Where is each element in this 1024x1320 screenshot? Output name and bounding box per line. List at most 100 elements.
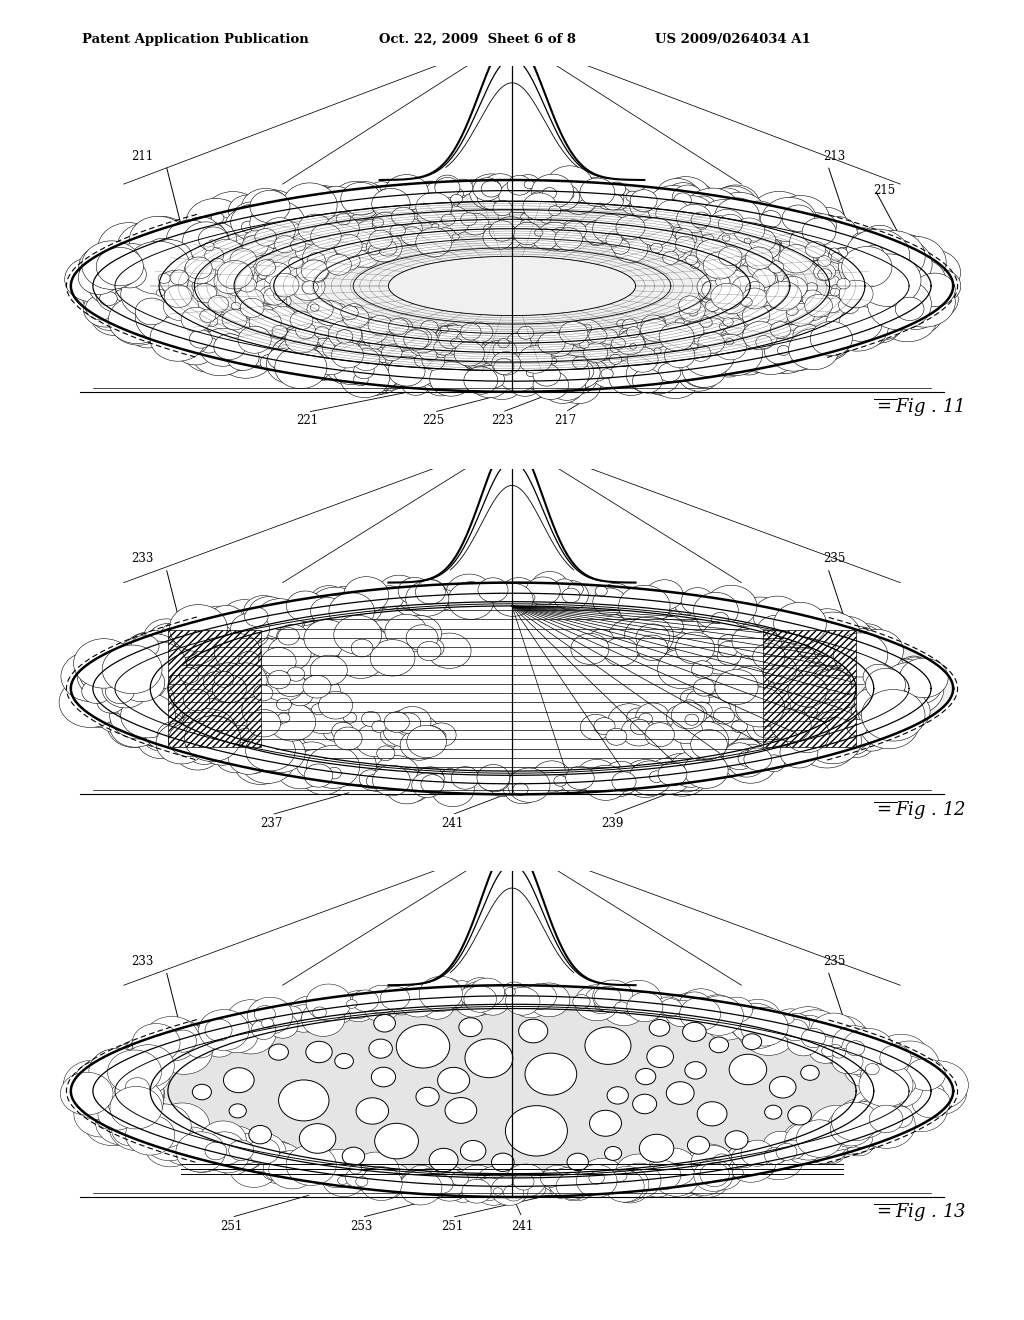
Circle shape bbox=[267, 1014, 298, 1039]
Circle shape bbox=[880, 1045, 911, 1071]
Circle shape bbox=[96, 265, 140, 301]
Circle shape bbox=[852, 256, 912, 305]
Circle shape bbox=[732, 260, 740, 265]
Circle shape bbox=[396, 1024, 450, 1068]
Circle shape bbox=[766, 281, 802, 310]
Circle shape bbox=[730, 738, 762, 764]
Circle shape bbox=[102, 645, 162, 694]
Circle shape bbox=[681, 635, 705, 653]
Circle shape bbox=[761, 331, 812, 374]
Circle shape bbox=[390, 372, 399, 380]
Circle shape bbox=[385, 614, 427, 648]
Circle shape bbox=[209, 606, 244, 634]
Circle shape bbox=[735, 597, 785, 638]
Circle shape bbox=[518, 326, 534, 339]
Circle shape bbox=[128, 711, 143, 723]
Circle shape bbox=[585, 987, 617, 1014]
Circle shape bbox=[316, 350, 334, 364]
Circle shape bbox=[671, 195, 714, 231]
Circle shape bbox=[157, 721, 194, 751]
Circle shape bbox=[379, 351, 423, 385]
Circle shape bbox=[309, 358, 335, 379]
Circle shape bbox=[740, 289, 773, 315]
Circle shape bbox=[272, 325, 287, 338]
Circle shape bbox=[653, 325, 668, 335]
Circle shape bbox=[188, 317, 246, 364]
Circle shape bbox=[471, 991, 480, 999]
Circle shape bbox=[503, 982, 525, 1001]
Circle shape bbox=[372, 189, 411, 219]
Circle shape bbox=[722, 997, 753, 1023]
Circle shape bbox=[584, 343, 608, 363]
Circle shape bbox=[188, 715, 240, 756]
Circle shape bbox=[334, 727, 362, 750]
Circle shape bbox=[97, 675, 132, 704]
Circle shape bbox=[462, 1179, 492, 1203]
Circle shape bbox=[310, 343, 349, 375]
Circle shape bbox=[113, 244, 152, 276]
Circle shape bbox=[893, 268, 918, 288]
Circle shape bbox=[307, 298, 333, 319]
Circle shape bbox=[348, 186, 389, 219]
Circle shape bbox=[150, 294, 178, 318]
Circle shape bbox=[369, 189, 408, 220]
Circle shape bbox=[854, 1104, 902, 1143]
Circle shape bbox=[179, 709, 238, 755]
Circle shape bbox=[874, 1101, 887, 1110]
Circle shape bbox=[286, 1155, 308, 1173]
Circle shape bbox=[284, 312, 307, 330]
Circle shape bbox=[181, 1032, 205, 1052]
Circle shape bbox=[599, 1167, 622, 1187]
Circle shape bbox=[715, 242, 748, 268]
Circle shape bbox=[720, 236, 752, 261]
Circle shape bbox=[343, 304, 365, 321]
Circle shape bbox=[189, 294, 222, 322]
Circle shape bbox=[339, 1176, 351, 1185]
Circle shape bbox=[852, 228, 877, 248]
Circle shape bbox=[452, 1172, 469, 1185]
Circle shape bbox=[95, 694, 144, 734]
Circle shape bbox=[849, 280, 897, 319]
Circle shape bbox=[683, 322, 703, 339]
Circle shape bbox=[511, 989, 524, 999]
Circle shape bbox=[101, 692, 127, 714]
Circle shape bbox=[726, 243, 748, 260]
Circle shape bbox=[671, 991, 716, 1028]
Circle shape bbox=[193, 727, 226, 756]
Circle shape bbox=[824, 1113, 872, 1152]
Circle shape bbox=[255, 228, 276, 246]
Circle shape bbox=[125, 1077, 150, 1097]
Text: $\overline{=}$Fig . 11: $\overline{=}$Fig . 11 bbox=[872, 396, 964, 418]
Circle shape bbox=[204, 1131, 245, 1166]
Circle shape bbox=[620, 329, 644, 350]
Circle shape bbox=[709, 331, 763, 376]
Circle shape bbox=[893, 277, 955, 327]
Circle shape bbox=[712, 612, 729, 627]
Circle shape bbox=[170, 271, 188, 285]
Circle shape bbox=[562, 190, 573, 199]
Circle shape bbox=[839, 306, 882, 342]
Circle shape bbox=[242, 235, 268, 256]
Circle shape bbox=[114, 1102, 163, 1142]
Circle shape bbox=[577, 1164, 617, 1197]
Circle shape bbox=[658, 182, 692, 209]
Circle shape bbox=[649, 356, 701, 399]
Circle shape bbox=[888, 682, 928, 715]
Circle shape bbox=[122, 1041, 166, 1077]
Circle shape bbox=[344, 577, 389, 612]
Circle shape bbox=[760, 211, 781, 227]
Circle shape bbox=[203, 330, 226, 350]
Circle shape bbox=[499, 181, 539, 213]
Circle shape bbox=[446, 1181, 468, 1199]
Circle shape bbox=[82, 240, 141, 289]
Circle shape bbox=[706, 693, 728, 711]
Circle shape bbox=[865, 1107, 903, 1138]
Circle shape bbox=[518, 346, 552, 374]
Circle shape bbox=[205, 222, 234, 246]
Circle shape bbox=[580, 341, 589, 348]
Circle shape bbox=[749, 230, 776, 252]
Circle shape bbox=[795, 631, 824, 655]
Circle shape bbox=[670, 717, 702, 743]
Circle shape bbox=[837, 279, 850, 289]
Circle shape bbox=[865, 668, 905, 701]
